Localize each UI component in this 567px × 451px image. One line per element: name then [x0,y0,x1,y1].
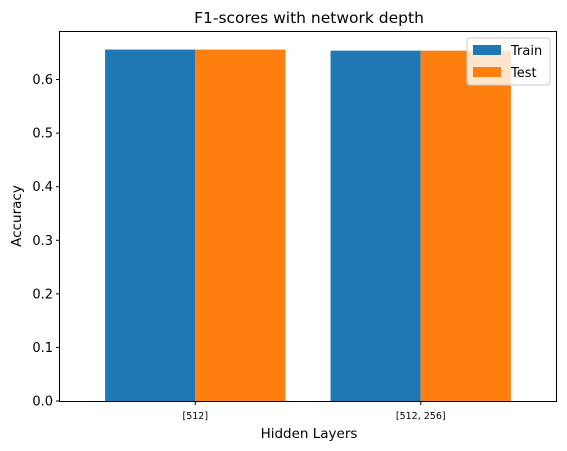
y-tick-label: 0.0 [32,395,53,410]
y-tick-label: 0.5 [32,127,53,142]
bars-group [105,49,511,402]
bar-train-0 [105,49,196,401]
legend-label-test: Test [510,66,537,81]
legend-swatch-test [473,67,501,77]
legend-label-train: Train [510,44,542,59]
y-tick-label: 0.1 [32,341,53,356]
bar-train-1 [330,50,421,402]
x-axis-title: Hidden Layers [261,426,358,442]
plot-frame [59,31,557,402]
legend-swatch-train [473,45,501,55]
y-tick-label: 0.2 [32,287,53,302]
y-axis-title: Accuracy [9,185,25,247]
y-tick-label: 0.3 [32,234,53,249]
x-tick-label: [512] [182,411,208,422]
x-axis-ticks: [512] [512, 256] [182,401,446,422]
y-axis-ticks: 0.0 0.1 0.2 0.3 0.4 0.5 0.6 [32,73,60,410]
y-tick-label: 0.4 [32,180,53,195]
legend: Train Test [466,37,551,86]
bar-test-0 [195,49,286,401]
x-tick-label: [512, 256] [396,411,446,422]
y-tick-label: 0.6 [32,73,53,88]
chart-title: F1-scores with network depth [194,9,424,27]
bar-test-1 [420,50,511,402]
